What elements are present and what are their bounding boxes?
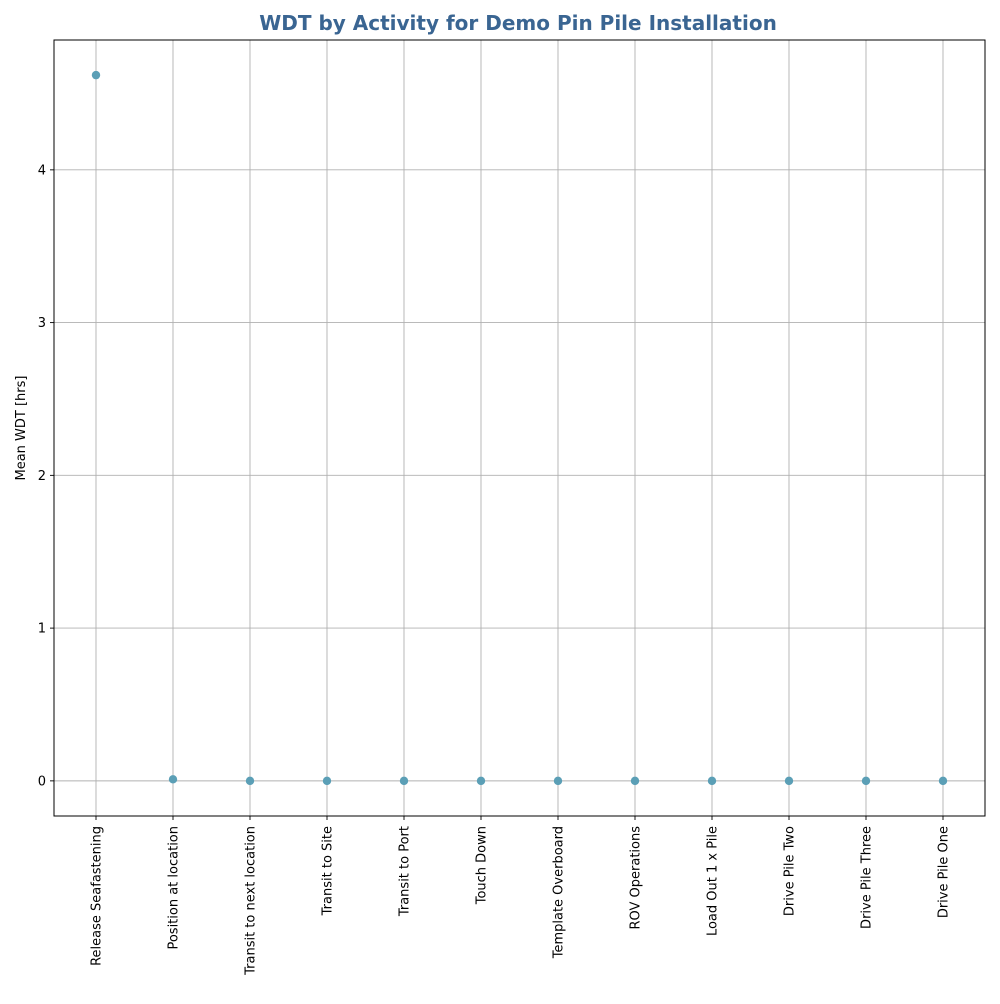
x-tick-label: Touch Down — [475, 826, 490, 905]
data-point — [476, 776, 486, 786]
data-point — [630, 776, 640, 786]
chart-title: WDT by Activity for Demo Pin Pile Instal… — [259, 11, 777, 35]
y-tick-label: 1 — [38, 622, 46, 637]
data-point — [553, 776, 563, 786]
y-ticks: 0 1 2 3 4 — [38, 163, 54, 789]
data-point — [91, 70, 101, 80]
y-tick-label: 0 — [38, 774, 46, 789]
grid-layer — [54, 40, 985, 816]
y-axis-label: Mean WDT [hrs] — [14, 376, 29, 481]
data-point — [861, 776, 871, 786]
data-point — [938, 776, 948, 786]
x-tick-label: Template Overboard — [552, 826, 567, 959]
x-tick-label: Load Out 1 x Pile — [706, 826, 721, 936]
data-point — [784, 776, 794, 786]
plot-frame — [53, 39, 986, 817]
y-tick-label: 2 — [38, 469, 46, 484]
data-point — [168, 775, 178, 784]
data-point — [245, 776, 255, 786]
data-point — [322, 776, 332, 786]
x-tick-label: ROV Operations — [629, 826, 644, 930]
points-layer — [91, 70, 948, 786]
data-point — [399, 776, 409, 786]
x-tick-label: Drive Pile Two — [783, 826, 798, 916]
x-ticks: Release Seafastening Position at location… — [90, 816, 952, 976]
x-tick-label: Drive Pile Three — [860, 826, 875, 929]
y-tick-label: 4 — [38, 163, 46, 178]
x-tick-label: Transit to Port — [398, 826, 413, 917]
x-tick-label: Drive Pile One — [937, 826, 952, 918]
x-tick-label: Release Seafastening — [90, 826, 105, 966]
x-tick-label: Transit to next location — [244, 826, 259, 976]
x-tick-label: Position at location — [167, 826, 182, 950]
y-tick-label: 3 — [38, 316, 46, 331]
x-tick-label: Transit to Site — [321, 826, 336, 916]
data-point — [707, 776, 717, 786]
